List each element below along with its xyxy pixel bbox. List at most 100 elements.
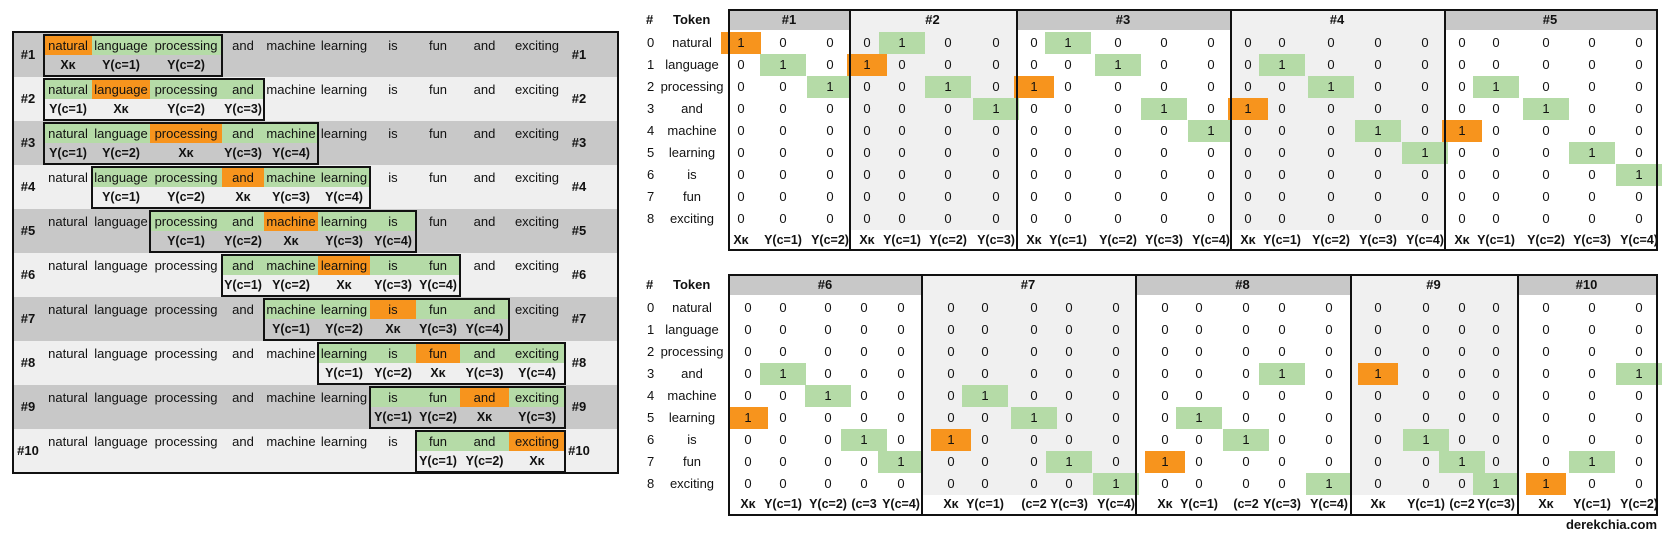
window-role-label: Y(c=3) (419, 322, 457, 336)
context-one-hot-cell: 1 (1523, 98, 1569, 120)
window-role-label: Xκ (113, 102, 129, 116)
top-matrix-block-token-header: Token (673, 12, 711, 27)
matrix-cell: 0 (779, 300, 787, 315)
matrix-separator (1350, 274, 1352, 516)
matrix-cell: 0 (1278, 432, 1286, 447)
matrix-cell: 0 (1244, 35, 1252, 50)
vocab-index: 0 (647, 300, 655, 315)
window-role-label: Y(c=4) (465, 322, 504, 336)
matrix-cell: 0 (944, 167, 952, 182)
vocab-index: 2 (647, 79, 655, 94)
matrix-cell: 0 (1064, 189, 1072, 204)
matrix-cell: 0 (1374, 57, 1382, 72)
matrix-cell: 0 (860, 476, 868, 491)
vocab-token: exciting (669, 476, 715, 491)
context-word: and (460, 432, 509, 451)
matrix-cell: 0 (1064, 57, 1072, 72)
matrix-cell: 0 (992, 189, 1000, 204)
sliding-window-panel: #1 #1 natural language processing and machine l… (12, 31, 619, 474)
window-frame (317, 342, 566, 385)
matrix-cell: 0 (1065, 432, 1073, 447)
matrix-cell: 0 (779, 79, 787, 94)
context-one-hot-cell: 1 (1308, 76, 1354, 98)
matrix-cell: 0 (1244, 57, 1252, 72)
matrix-cell: 0 (1278, 79, 1286, 94)
window-frame (221, 254, 461, 297)
matrix-cell: 0 (1635, 79, 1643, 94)
context-word: processing (150, 80, 222, 99)
sentence-word: and (473, 126, 496, 141)
window-role-label: Y(c=1) (419, 454, 457, 468)
matrix-cell: 0 (1327, 57, 1335, 72)
matrix-cell: 0 (1325, 388, 1333, 403)
sentence-word: learning (320, 434, 368, 449)
matrix-cell: 0 (1542, 366, 1550, 381)
matrix-cell: 0 (1030, 454, 1038, 469)
window-role-label: Y(c=3) (465, 366, 504, 380)
matrix-cell: 0 (1542, 123, 1550, 138)
matrix-cell: 0 (947, 454, 955, 469)
vocab-token: is (687, 432, 697, 447)
matrix-cell: 0 (1588, 300, 1596, 315)
sentence-word: processing (154, 434, 218, 449)
context-one-hot-cell: 1 (1259, 363, 1305, 385)
matrix-cell: 0 (1325, 454, 1333, 469)
sentence-word: natural (48, 302, 88, 317)
vocab-token: machine (667, 388, 717, 403)
sentence-word: machine (266, 38, 316, 53)
matrix-column-label: (c=3 (851, 497, 877, 511)
matrix-column-label: (c=2 (1233, 497, 1259, 511)
matrix-title: #9 (1350, 275, 1517, 295)
matrix-column-label: Xκ (1240, 233, 1256, 247)
matrix-cell: 0 (1065, 388, 1073, 403)
matrix-cell: 0 (1278, 101, 1286, 116)
matrix-cell: 0 (1542, 344, 1550, 359)
matrix-cell: 0 (744, 322, 752, 337)
context-word: processing (150, 168, 222, 187)
matrix-column-label: Y(c=2) (1620, 497, 1658, 511)
matrix-cell: 0 (981, 322, 989, 337)
matrix-cell: 0 (897, 476, 905, 491)
window-label-left: #10 (17, 443, 39, 458)
context-word: processing (150, 36, 222, 55)
sentence-word: processing (154, 346, 218, 361)
window-label-right: #9 (571, 399, 587, 414)
bottom-matrix-block-index-header: # (646, 277, 654, 292)
window-row: #10 #10 natural language processing and machin… (14, 429, 617, 472)
matrix-cell: 0 (947, 476, 955, 491)
window-role-label: Y(c=1) (102, 58, 140, 72)
matrix-cell: 0 (1244, 123, 1252, 138)
matrix-cell: 0 (1421, 167, 1429, 182)
context-one-hot-cell: 1 (879, 32, 925, 54)
matrix-cell: 0 (1635, 410, 1643, 425)
vocab-index: 6 (647, 167, 655, 182)
matrix-cell: 0 (1278, 211, 1286, 226)
matrix-cell: 0 (981, 454, 989, 469)
matrix-column-label: Xκ (1454, 233, 1470, 247)
matrix-cell: 0 (860, 388, 868, 403)
matrix-cell: 0 (1492, 145, 1500, 160)
target-one-hot-cell: 1 (1526, 473, 1566, 495)
matrix-cell: 0 (898, 79, 906, 94)
context-one-hot-cell: 1 (878, 451, 924, 473)
matrix-cell: 0 (1064, 167, 1072, 182)
matrix-cell: 0 (826, 211, 834, 226)
window-role-label: Xκ (336, 278, 352, 292)
target-one-hot-cell: 1 (1442, 120, 1482, 142)
matrix-cell: 0 (1195, 432, 1203, 447)
matrix-cell: 0 (1492, 366, 1500, 381)
matrix-cell: 0 (1065, 476, 1073, 491)
matrix-cell: 0 (1588, 476, 1596, 491)
matrix-column-label: Y(c=2) (809, 497, 847, 511)
context-word: and (222, 80, 264, 99)
matrix-cell: 0 (1161, 344, 1169, 359)
matrix-cell: 0 (737, 123, 745, 138)
target-word: language (92, 80, 150, 99)
sentence-word: processing (154, 390, 218, 405)
matrix-cell: 0 (897, 344, 905, 359)
matrix-cell: 0 (1458, 300, 1466, 315)
matrix-column-label: Y(c=2) (811, 233, 849, 247)
matrix-cell: 0 (1030, 35, 1038, 50)
matrix-cell: 0 (1325, 300, 1333, 315)
matrix-column-label: Xκ (943, 497, 959, 511)
